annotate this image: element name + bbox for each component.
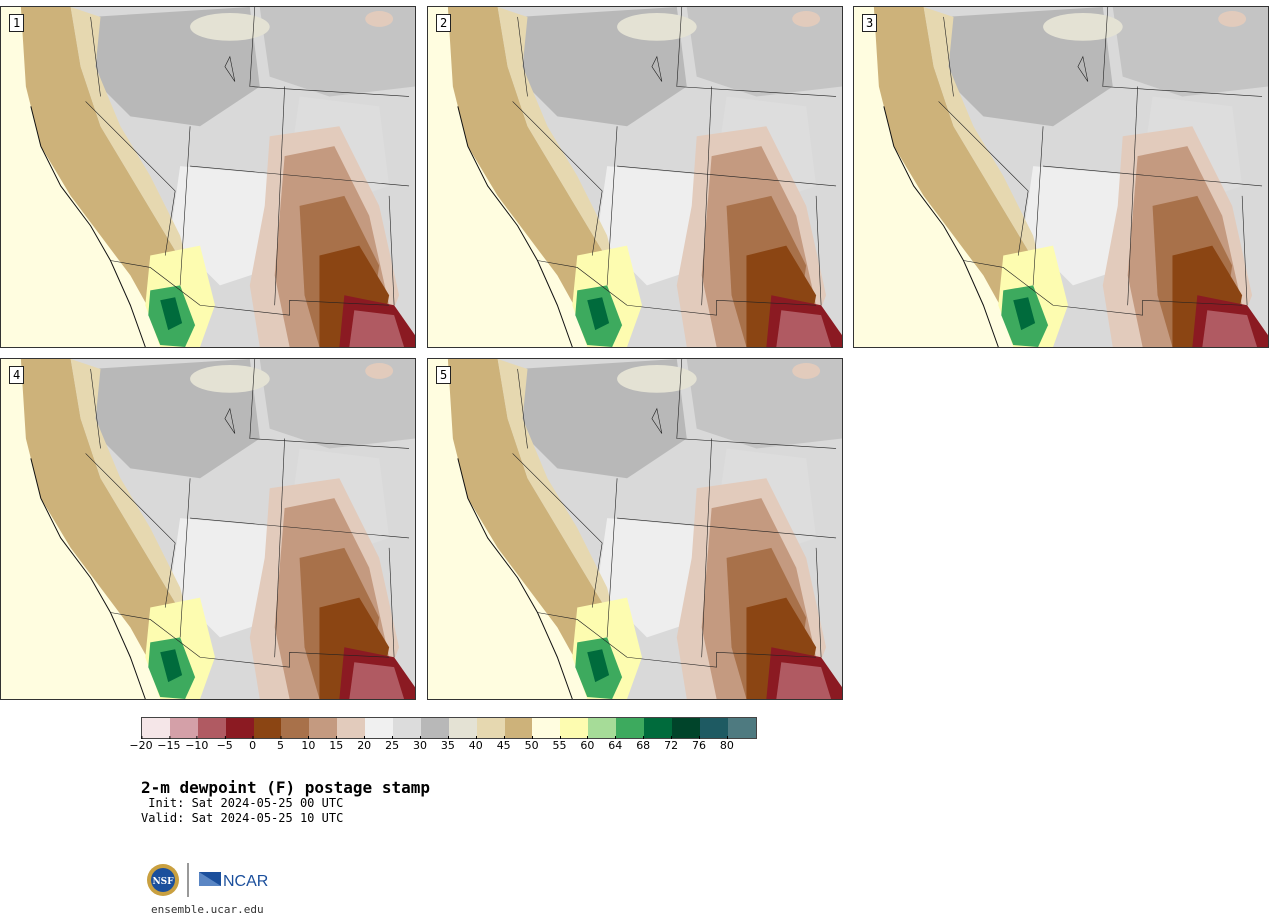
colorbar-tick-label: 45: [496, 736, 511, 752]
colorbar-swatch: [420, 718, 449, 738]
colorbar-tick-label: 30: [413, 736, 427, 752]
colorbar-tick-label: 25: [385, 736, 400, 752]
colorbar-tick-label: 60: [580, 736, 595, 752]
panel-number-label: 4: [9, 366, 25, 384]
ncar-text: NCAR: [223, 873, 268, 890]
colorbar-tick-label: 68: [636, 736, 651, 752]
colorbar-swatch: [197, 718, 226, 738]
colorbar: [141, 717, 757, 739]
colorbar-tick-label: 64: [608, 736, 623, 752]
valid-time: Valid: Sat 2024-05-25 10 UTC: [141, 811, 344, 825]
colorbar-swatch: [337, 718, 366, 738]
colorbar-tick-label: 55: [552, 736, 567, 752]
colorbar-swatch: [476, 718, 505, 738]
panel-number-label: 3: [862, 14, 878, 32]
colorbar-swatch: [699, 718, 728, 738]
postage-stamp-panel-4: 4: [0, 358, 416, 700]
colorbar-swatch: [671, 718, 700, 738]
colorbar-swatch: [393, 718, 421, 738]
colorbar-tick-label: 10: [301, 736, 316, 752]
colorbar-swatch: [448, 718, 477, 738]
colorbar-tick-label: 72: [664, 736, 679, 752]
colorbar-tick-label: 80: [719, 736, 734, 752]
colorbar-tick-label: 0: [249, 736, 257, 752]
postage-stamp-panel-5: 5: [427, 358, 843, 700]
colorbar-swatch: [253, 718, 282, 738]
colorbar-swatch: [309, 718, 338, 738]
nsf-text: NSF: [152, 877, 174, 887]
nsf-ncar-logo: NSF NCAR: [147, 863, 268, 897]
colorbar-swatch: [504, 718, 533, 738]
postage-stamp-panel-3: 3: [853, 6, 1269, 348]
colorbar-swatch: [225, 718, 254, 738]
colorbar-swatch: [560, 718, 589, 738]
colorbar-tick-label: 40: [468, 736, 483, 752]
figure-title: 2-m dewpoint (F) postage stamp: [141, 778, 430, 797]
panel-number-label: 2: [436, 14, 452, 32]
dewpoint-map: [854, 7, 1268, 347]
colorbar-swatch: [169, 718, 198, 738]
site-url: ensemble.ucar.edu: [151, 903, 264, 916]
colorbar-swatch: [616, 718, 645, 738]
colorbar-tick-label: 50: [524, 736, 539, 752]
colorbar-swatch: [365, 718, 394, 738]
panel-number-label: 5: [436, 366, 452, 384]
colorbar-ticks: −20 −15 −10 −5 0 5 10 15 20 25 30 35 40 45 50 55 60 64 68 7…: [129, 736, 761, 755]
colorbar-tick-label: 15: [329, 736, 344, 752]
panel-number-label: 1: [9, 14, 25, 32]
colorbar-tick-label: −10: [185, 736, 209, 752]
colorbar-tick-label: −15: [157, 736, 181, 752]
dewpoint-map: [428, 7, 842, 347]
colorbar-swatch: [644, 718, 672, 738]
postage-stamp-panel-1: 1: [0, 6, 416, 348]
init-time: Init: Sat 2024-05-25 00 UTC: [141, 796, 344, 810]
dewpoint-map: [1, 359, 415, 699]
colorbar-swatch: [281, 718, 310, 738]
dewpoint-map: [1, 7, 415, 347]
colorbar-tick-label: 76: [692, 736, 706, 752]
colorbar-tick-label: −5: [216, 736, 233, 752]
dewpoint-map: [428, 359, 842, 699]
colorbar-swatch: [727, 718, 756, 738]
colorbar-tick-label: 35: [440, 736, 455, 752]
colorbar-swatch: [142, 718, 170, 738]
postage-stamp-panel-2: 2: [427, 6, 843, 348]
colorbar-swatch: [588, 718, 617, 738]
colorbar-tick-label: 5: [277, 736, 284, 752]
colorbar-swatch: [532, 718, 561, 738]
colorbar-tick-label: −20: [129, 736, 153, 752]
colorbar-tick-label: 20: [357, 736, 372, 752]
